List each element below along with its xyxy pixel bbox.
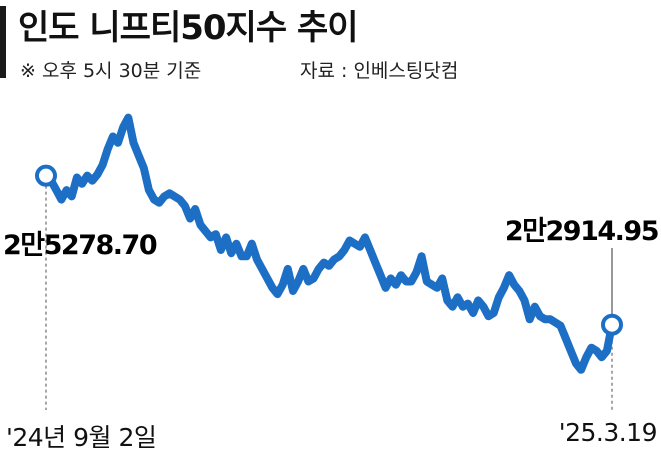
start-value-label: 2만5278.70	[3, 230, 157, 261]
chart-title: 인도 니프티50지수 추이	[18, 8, 359, 48]
x-axis-start-label: '24년 9월 2일	[6, 423, 157, 452]
time-note: ※ 오후 5시 30분 기준	[20, 60, 202, 82]
end-value-label: 2만2914.95	[505, 216, 658, 247]
x-axis-end-label: '25.3.19	[558, 418, 658, 447]
title-accent-bar	[0, 6, 6, 78]
start-point-marker	[35, 164, 57, 187]
source-note: 자료 : 인베스팅닷컴	[300, 60, 459, 82]
end-point-marker	[601, 313, 623, 336]
nifty50-series-line	[42, 113, 616, 374]
